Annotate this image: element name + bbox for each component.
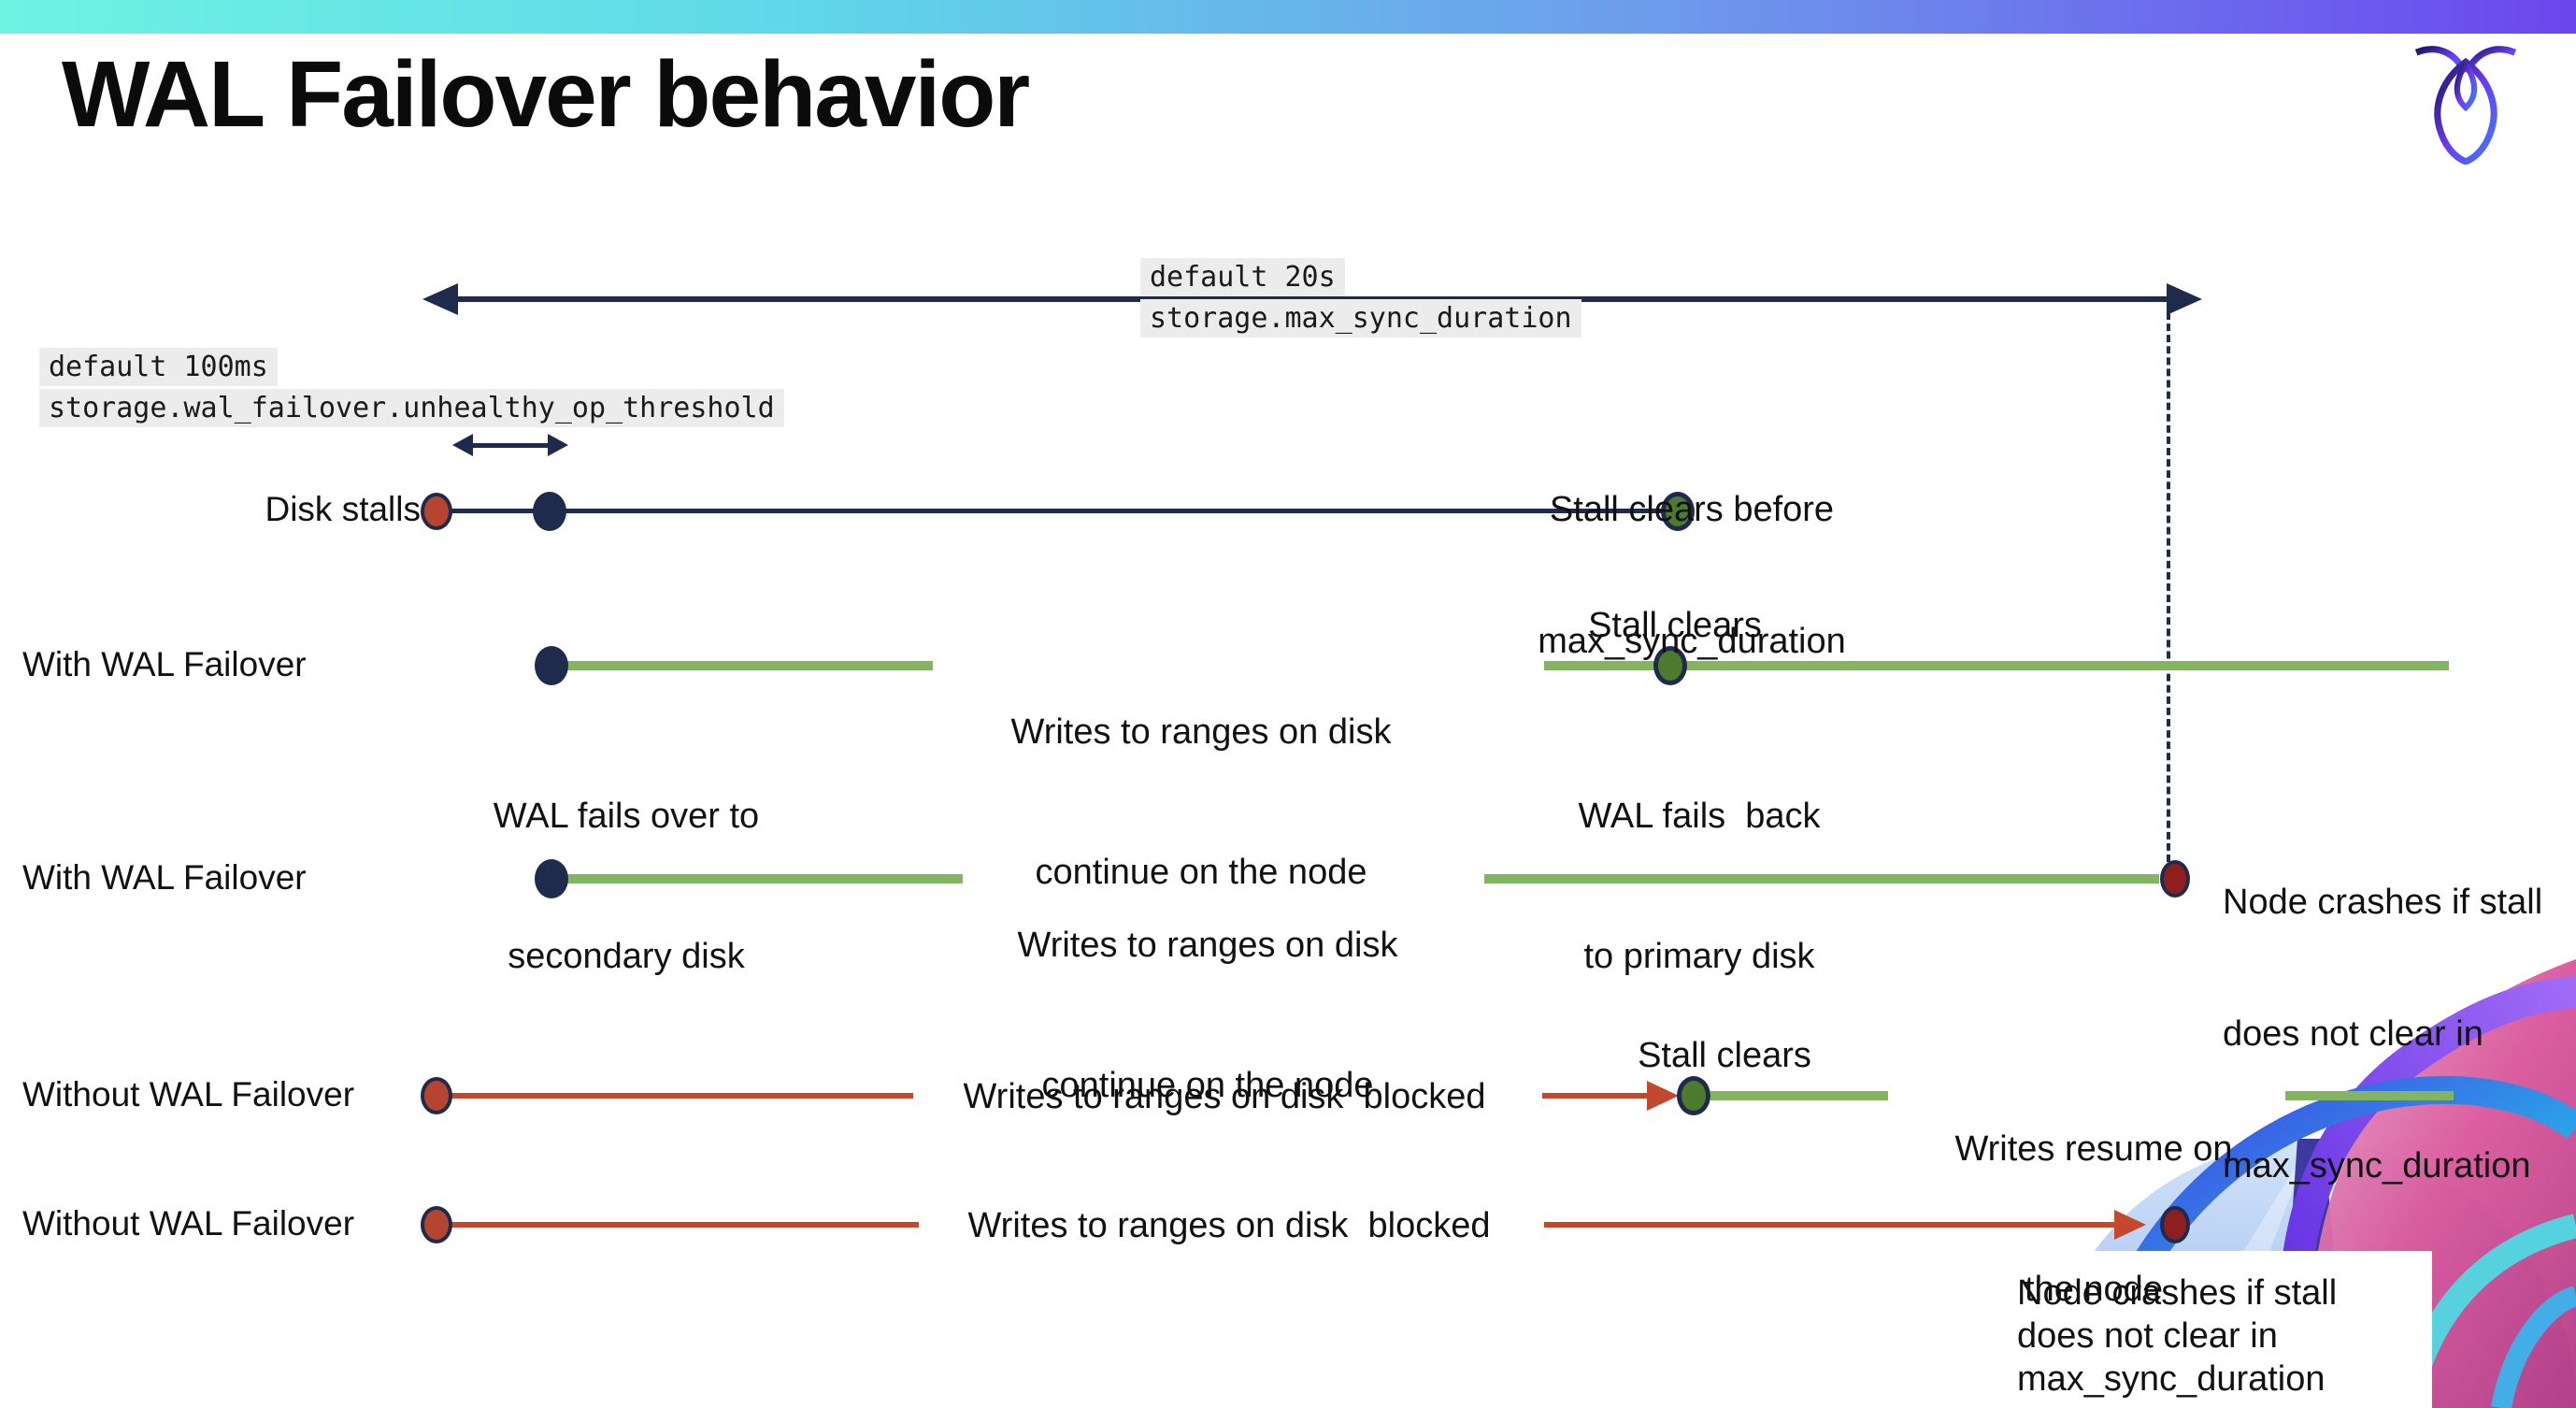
max-sync-deadline-dashed-line	[2167, 312, 2170, 862]
node-crash-callout: Node crashes if stall does not clear in …	[1989, 1251, 2432, 1408]
writes-continue-line-a	[566, 661, 933, 670]
small-arrowhead-right-icon	[548, 434, 568, 456]
row-label-with-wal-1: With WAL Failover	[22, 645, 307, 683]
writes-resume-line-b	[2285, 1091, 2454, 1100]
threshold-default-label: default 100ms	[39, 348, 278, 386]
writes-continue-line-2a	[566, 874, 963, 884]
page-title: WAL Failover behavior	[62, 42, 1030, 147]
threshold-span-line	[467, 443, 548, 448]
row-label-without-wal-2: Without WAL Failover	[22, 1204, 355, 1243]
cockroachdb-logo-icon	[2414, 46, 2517, 165]
failback-note: WAL fails back to primary disk	[1578, 797, 1821, 976]
node-crash-note-1: Node crashes if stall does not clear in …	[2223, 883, 2543, 1185]
row-label-without-wal-1: Without WAL Failover	[22, 1075, 355, 1113]
row-label-with-wal-2: With WAL Failover	[22, 858, 307, 897]
stall-clears-label-1: Stall clears	[1588, 606, 1762, 645]
small-arrowhead-left-icon	[452, 434, 473, 456]
writes-continue-line-2b	[1484, 874, 2159, 884]
writes-blocked-line-2a	[451, 1222, 919, 1228]
stall-start-dot	[421, 493, 452, 530]
writes-resume-label: Writes resume on the node	[1954, 1129, 2233, 1309]
failover-note: WAL fails over to secondary disk	[493, 797, 760, 976]
red-arrowhead-icon-2	[2114, 1210, 2146, 1240]
node-crash-dot-2	[2160, 1206, 2190, 1243]
writes-resume-line-a	[1710, 1091, 1888, 1100]
stall-clears-before-label: Stall clears before max_sync_duration	[1538, 490, 1846, 661]
writes-blocked-label-2: Writes to ranges on disk blocked	[967, 1206, 1491, 1245]
stall-clears-dot	[1661, 492, 1695, 531]
row-label-disk-stalls: Disk stalls	[265, 490, 421, 528]
writes-continue-label-1: Writes to ranges on disk continue on the…	[1010, 712, 1392, 892]
stall-start-dot-2	[421, 1077, 452, 1114]
max-sync-default-label: default 20s	[1140, 258, 1345, 296]
bottom-gradient-bar	[0, 0, 2576, 34]
node-crash-dot-1	[2160, 860, 2190, 898]
arrowhead-left-icon	[422, 283, 458, 315]
disk-stalls-timeline	[451, 509, 1666, 513]
stall-clears-label-2: Stall clears	[1638, 1036, 1811, 1075]
writes-blocked-line-1a	[451, 1093, 913, 1099]
arrowhead-right-icon	[2167, 283, 2202, 315]
writes-blocked-label-1: Writes to ranges on disk blocked	[963, 1077, 1486, 1116]
max-sync-setting-label: storage.max_sync_duration	[1140, 299, 1581, 338]
writes-continue-label-2: Writes to ranges on disk continue on the…	[1017, 926, 1398, 1105]
writes-continue-line-b	[1544, 661, 2449, 670]
stall-clears-dot-2	[1677, 1076, 1710, 1115]
failover-dot-2	[535, 859, 568, 898]
threshold-dot	[533, 492, 566, 531]
failback-dot	[1653, 646, 1687, 685]
stall-start-dot-3	[421, 1206, 452, 1243]
red-arrowhead-icon-1	[1647, 1081, 1679, 1111]
writes-blocked-line-2b	[1544, 1222, 2114, 1228]
writes-blocked-line-1b	[1542, 1093, 1647, 1099]
failover-dot	[535, 646, 568, 685]
threshold-setting-label: storage.wal_failover.unhealthy_op_thresh…	[39, 389, 784, 427]
